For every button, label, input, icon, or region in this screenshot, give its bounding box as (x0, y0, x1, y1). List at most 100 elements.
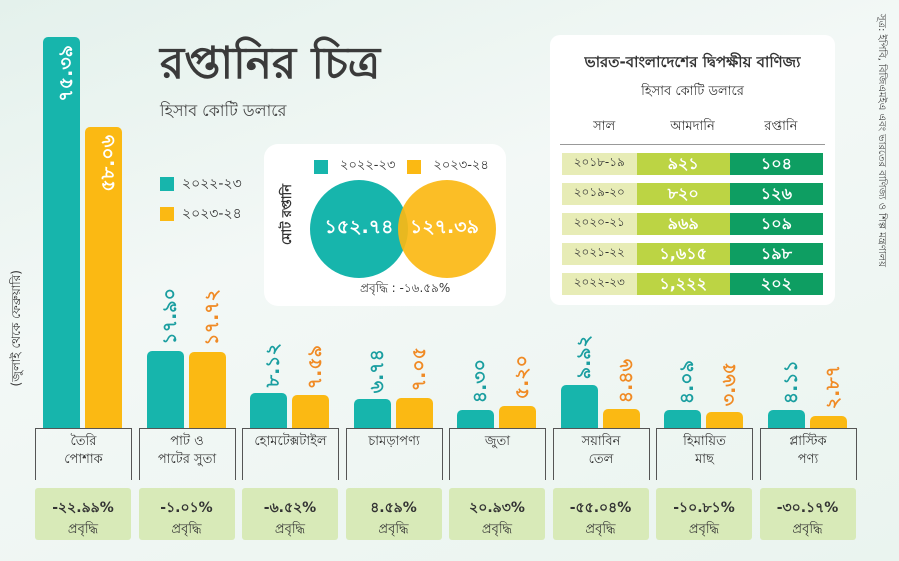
total-growth: প্রবৃদ্ধি : -১৬.৫৯% (360, 281, 451, 295)
category-label: হিমায়িত মাছ (656, 428, 753, 480)
growth-box: -৩০.১৭% প্রবৃদ্ধি (759, 488, 856, 540)
legend: ২০২২-২৩ ২০২৩-২৪ (160, 172, 242, 232)
bar-2023 (706, 412, 743, 428)
bar-value-label: ৫৮.০৬ (97, 134, 119, 192)
table-cell: ২০১৯-২০ (562, 183, 637, 205)
growth-label: প্রবৃদ্ধি (792, 522, 823, 537)
table-cell: ৯২১ (636, 153, 730, 175)
bar-value-label: ৮.১২ (262, 342, 284, 388)
growth-label: প্রবৃদ্ধি (67, 522, 99, 537)
growth-label: প্রবৃদ্ধি (171, 522, 202, 537)
bar-2022 (146, 351, 184, 428)
table-cell: ২০২ (729, 273, 824, 295)
subtitle: হিসাব কোটি ডলারে (160, 101, 287, 120)
page-title: রপ্তানির চিত্র (160, 38, 381, 89)
source-note: সূত্র: ইপিবি, বিজিএমইএ এবং ভারতের বাণিজ্… (876, 14, 887, 268)
growth-box: -২২.৯৯% প্রবৃদ্ধি (35, 488, 131, 540)
growth-label: প্রবৃদ্ধি (481, 522, 513, 537)
growth-label: প্রবৃদ্ধি (274, 522, 306, 537)
growth-value: -৬.৫২% (263, 500, 317, 516)
bar-value-label: ৪.৩০ (469, 359, 491, 404)
bar-value-label: ৯.৯২ (572, 335, 595, 380)
table-subtitle: হিসাব কোটি ডলারে (641, 84, 744, 99)
bar-2022 (457, 409, 494, 428)
bar-value-label: ৭৫.৩৯ (55, 44, 77, 102)
bar-value-label: ৭.০৫ (407, 347, 430, 392)
table-row: ২০২১-২২ ১,৬১৫ ১৯৮ (562, 243, 824, 265)
total-label: মোট রপ্তানি (280, 184, 295, 245)
growth-value: -১.০১% (160, 500, 213, 516)
venn-legend: ২০২২-২৩ ২০২৩-২৪ (314, 156, 489, 177)
table-cell: ২০২১-২২ (562, 243, 637, 265)
growth-box: ২০.৯৩% প্রবৃদ্ধি (449, 488, 545, 540)
bar-2023 (85, 126, 122, 428)
growth-value: -১০.৮১% (673, 500, 735, 516)
category-label: জুতা (449, 428, 546, 480)
bar-value-label: ৫.২০ (511, 355, 533, 400)
total-2022-circle: ১৫২.৭৪ (310, 180, 408, 278)
bar-2022 (250, 393, 287, 428)
bar-2023 (188, 351, 226, 428)
table-cell: ৯৬৯ (636, 213, 730, 235)
trade-table: ভারত-বাংলাদেশের দ্বিপক্ষীয় বাণিজ্য হিসা… (550, 35, 835, 305)
growth-label: প্রবৃদ্ধি (688, 522, 720, 537)
bar-2023 (395, 397, 433, 428)
bar-2022 (767, 410, 805, 428)
table-cell: ২০১৮-১৯ (562, 153, 637, 175)
table-title: ভারত-বাংলাদেশের দ্বিপক্ষীয় বাণিজ্য (584, 53, 801, 71)
growth-value: ২০.৯৩% (469, 500, 525, 516)
table-row: ২০২২-২৩ ১,২২২ ২০২ (562, 273, 824, 295)
bar-value-label: ১৭.৯০ (158, 288, 181, 346)
category-label: তৈরি পোশাক (35, 428, 132, 480)
category-label: সয়াবিন তেল (552, 428, 650, 480)
growth-value: ৪.৫৯% (370, 500, 417, 516)
growth-box: -১.০১% প্রবৃদ্ধি (138, 488, 235, 540)
total-2023-circle: ১২৭.৩৯ (398, 180, 496, 278)
table-header: সাল আমদানি রপ্তানি (560, 117, 825, 145)
category-label: চামড়াপণ্য (345, 428, 443, 480)
growth-value: -২২.৯৯% (52, 500, 114, 516)
growth-value: -৫৫.০৪% (569, 500, 632, 516)
bar-value-label: ৬.৭৪ (365, 348, 388, 394)
table-cell: ১,২২২ (636, 273, 730, 295)
table-row: ২০১৯-২০ ৮২০ ১২৬ (562, 183, 824, 205)
legend-label: ২০২২-২৩ (182, 176, 242, 192)
bar-value-label: ২.৮৭ (821, 365, 844, 410)
bar-2022 (664, 410, 701, 428)
bar-value-label: ৩.৬৫ (718, 362, 740, 407)
bar-2022 (560, 385, 598, 428)
table-cell: ২০২২-২৩ (562, 273, 637, 295)
bar-2023 (809, 415, 847, 428)
category-label: হোমটেক্সটাইল (242, 428, 339, 480)
bar-2023 (602, 408, 640, 428)
legend-item-2022: ২০২২-২৩ (160, 172, 242, 196)
category-label: পাট ও পাটের সুতা (138, 428, 236, 480)
table-cell: ৮২০ (636, 183, 730, 205)
table-cell: ১,৬১৫ (636, 243, 730, 265)
bar-2022 (353, 399, 391, 428)
table-cell: ১২৬ (729, 183, 824, 205)
growth-box: ৪.৫৯% প্রবৃদ্ধি (345, 488, 442, 540)
table-cell: ২০২০-২১ (562, 213, 637, 235)
growth-box: -৫৫.০৪% প্রবৃদ্ধি (552, 488, 649, 540)
growth-value: -৩০.১৭% (776, 500, 839, 516)
growth-box: -১০.৮১% প্রবৃদ্ধি (656, 488, 752, 540)
growth-label: প্রবৃদ্ধি (378, 522, 409, 537)
bar-value-label: ৪.৪৬ (614, 358, 637, 403)
bar-value-label: ৭.৫৯ (304, 345, 326, 390)
category-label: প্লাস্টিক পণ্য (759, 428, 857, 480)
period-note: (জুলাই থেকে ফেব্রুয়ারি) (9, 270, 23, 387)
table-cell: ১০৯ (729, 213, 824, 235)
bar-value-label: ৪.১১ (779, 360, 802, 405)
bar-2023 (292, 395, 329, 428)
bar-value-label: ৪.০৯ (676, 360, 698, 405)
bar-value-label: ১৭.৭২ (200, 289, 223, 346)
table-cell: ১০৪ (729, 153, 824, 175)
table-row: ২০২০-২১ ৯৬৯ ১০৯ (562, 213, 824, 235)
total-export-panel: ২০২২-২৩ ২০২৩-২৪ মোট রপ্তানি ১৫২.৭৪ ১২৭.৩৯… (264, 144, 506, 306)
table-cell: ১৯৮ (729, 243, 824, 265)
bar-2023 (499, 405, 536, 428)
bar-2022 (43, 36, 80, 428)
legend-label: ২০২৩-২৪ (182, 206, 242, 222)
growth-label: প্রবৃদ্ধি (585, 522, 616, 537)
